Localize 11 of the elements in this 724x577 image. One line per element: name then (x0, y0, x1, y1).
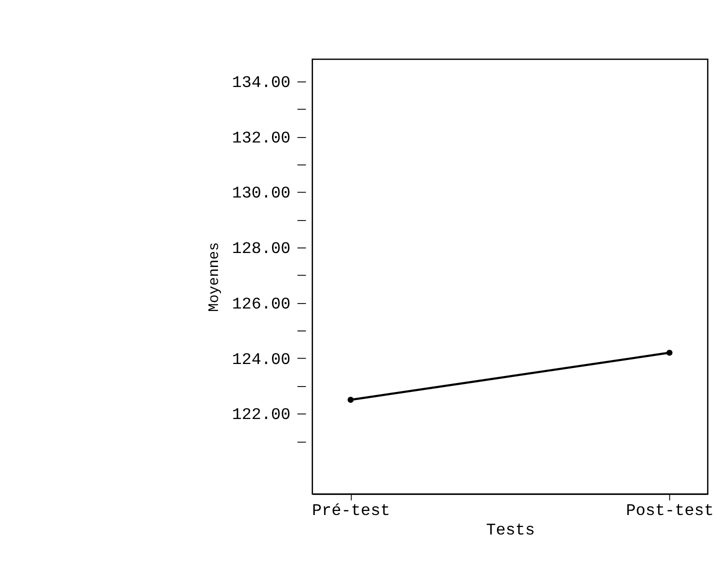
y-tick-label: 134.00 (232, 72, 291, 92)
y-tick-label: 130.00 (232, 184, 291, 203)
x-tick-label: Pré-test (312, 500, 390, 520)
y-tick-label: 122.00 (232, 405, 291, 424)
y-tick-label: 128.00 (232, 239, 291, 258)
x-axis-title: Tests (486, 520, 535, 540)
y-tick-label: 126.00 (232, 294, 291, 314)
y-tick-label: 124.00 (232, 350, 291, 369)
y-tick-label: 132.00 (232, 128, 291, 148)
y-axis-title: Moyennes (206, 242, 223, 312)
x-tick-label: Post-test (626, 500, 714, 520)
